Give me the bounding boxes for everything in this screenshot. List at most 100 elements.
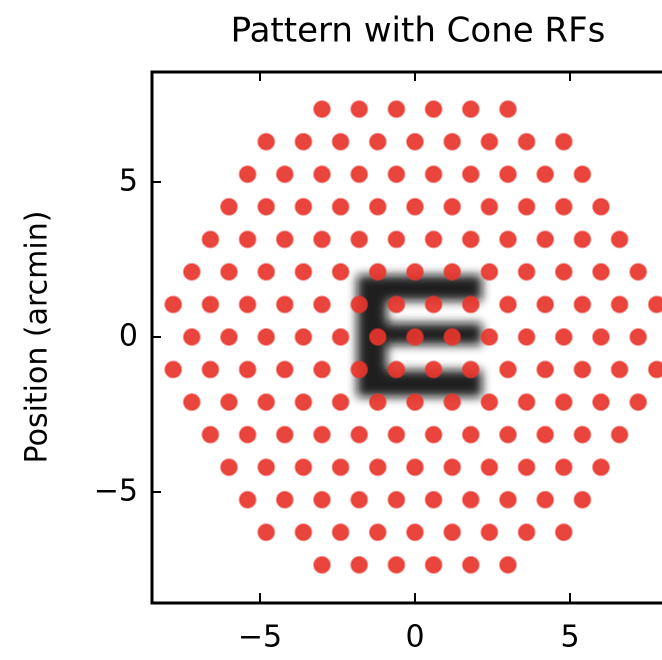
cone-dot bbox=[220, 328, 238, 346]
cone-dot bbox=[182, 262, 201, 281]
cone-dot bbox=[313, 555, 331, 574]
cone-dot bbox=[238, 165, 257, 184]
cone-dot bbox=[443, 328, 462, 346]
cone-dot bbox=[554, 132, 573, 151]
cone-dot bbox=[201, 425, 220, 444]
cone-dot bbox=[536, 230, 555, 249]
cone-dot bbox=[629, 262, 648, 281]
cone-dot bbox=[313, 230, 331, 249]
cone-dot bbox=[350, 230, 369, 249]
cone-dot bbox=[424, 230, 443, 249]
cone-dot bbox=[480, 197, 499, 216]
cone-dot bbox=[517, 328, 536, 346]
cone-dot bbox=[592, 393, 610, 412]
cone-dot bbox=[182, 393, 201, 412]
cone-dot bbox=[592, 458, 610, 477]
cone-dot bbox=[480, 458, 499, 477]
cone-dot bbox=[406, 393, 424, 412]
cone-dot bbox=[331, 523, 350, 542]
cone-dot bbox=[257, 328, 276, 346]
cone-dot bbox=[368, 393, 387, 412]
cone-dot bbox=[331, 262, 350, 281]
cone-dot bbox=[294, 132, 313, 151]
e-bottom-arm bbox=[357, 370, 482, 397]
cone-dot bbox=[499, 230, 517, 249]
cone-dot bbox=[536, 490, 555, 509]
cone-dot bbox=[461, 425, 480, 444]
cone-dot bbox=[480, 393, 499, 412]
y-tick-label: −5 bbox=[94, 474, 138, 509]
cone-dot bbox=[424, 360, 443, 379]
cone-dot bbox=[554, 328, 573, 346]
axes: −5 0 5 −5 0 5 bbox=[94, 72, 580, 655]
cone-dot bbox=[220, 458, 238, 477]
cone-dot bbox=[573, 425, 592, 444]
cone-dot bbox=[517, 393, 536, 412]
cone-dot bbox=[592, 262, 610, 281]
cone-dot bbox=[331, 328, 350, 346]
cone-dot bbox=[480, 328, 499, 346]
cone-dot bbox=[220, 197, 238, 216]
cone-dot bbox=[499, 165, 517, 184]
cone-dot bbox=[499, 100, 517, 119]
cone-dot bbox=[406, 328, 424, 346]
cone-dot bbox=[499, 555, 517, 574]
y-tick-label: 5 bbox=[119, 164, 138, 199]
cone-dot bbox=[443, 523, 462, 542]
cone-dot bbox=[368, 132, 387, 151]
cone-dot bbox=[164, 360, 183, 379]
cone-dot bbox=[461, 230, 480, 249]
cone-dot bbox=[313, 100, 331, 119]
cone-dot bbox=[350, 490, 369, 509]
chart-title: Pattern with Cone RFs bbox=[231, 11, 606, 51]
cone-dot bbox=[294, 523, 313, 542]
cone-dot bbox=[406, 458, 424, 477]
cone-dot bbox=[294, 328, 313, 346]
cone-dot bbox=[573, 360, 592, 379]
cone-dot bbox=[164, 295, 183, 314]
cone-dot bbox=[182, 328, 201, 346]
x-tick-label: 5 bbox=[560, 620, 579, 655]
x-tick-label: 0 bbox=[405, 620, 424, 655]
cone-dot bbox=[387, 295, 406, 314]
cone-dot bbox=[610, 230, 629, 249]
cone-dot bbox=[406, 197, 424, 216]
cone-dot bbox=[461, 165, 480, 184]
cone-dot bbox=[238, 230, 257, 249]
cone-dot bbox=[350, 165, 369, 184]
cone-dot bbox=[443, 197, 462, 216]
cone-dot bbox=[257, 132, 276, 151]
cone-dot bbox=[517, 458, 536, 477]
cone-dot bbox=[592, 328, 610, 346]
cone-dot bbox=[499, 425, 517, 444]
cone-dot bbox=[461, 490, 480, 509]
cone-dot bbox=[554, 262, 573, 281]
cone-dot bbox=[368, 328, 387, 346]
cone-dot bbox=[350, 100, 369, 119]
cone-dot bbox=[536, 425, 555, 444]
cone-dot bbox=[647, 360, 662, 379]
cone-dot bbox=[294, 197, 313, 216]
cone-dot bbox=[610, 295, 629, 314]
cone-dot bbox=[443, 458, 462, 477]
cone-dot bbox=[610, 360, 629, 379]
cone-dot bbox=[313, 360, 331, 379]
cone-dot bbox=[517, 523, 536, 542]
cone-dot bbox=[313, 490, 331, 509]
cone-dot bbox=[220, 393, 238, 412]
cone-dot bbox=[275, 230, 294, 249]
cone-dot bbox=[313, 295, 331, 314]
cone-dot bbox=[480, 262, 499, 281]
cone-dot bbox=[480, 523, 499, 542]
cone-dot bbox=[461, 360, 480, 379]
cone-dot bbox=[554, 197, 573, 216]
cone-dot bbox=[443, 393, 462, 412]
cone-dot bbox=[350, 425, 369, 444]
cone-dot bbox=[257, 262, 276, 281]
cone-dot bbox=[368, 197, 387, 216]
cone-dot bbox=[499, 490, 517, 509]
cone-dot bbox=[275, 295, 294, 314]
cone-dot bbox=[536, 360, 555, 379]
y-tick-label: 0 bbox=[119, 319, 138, 354]
